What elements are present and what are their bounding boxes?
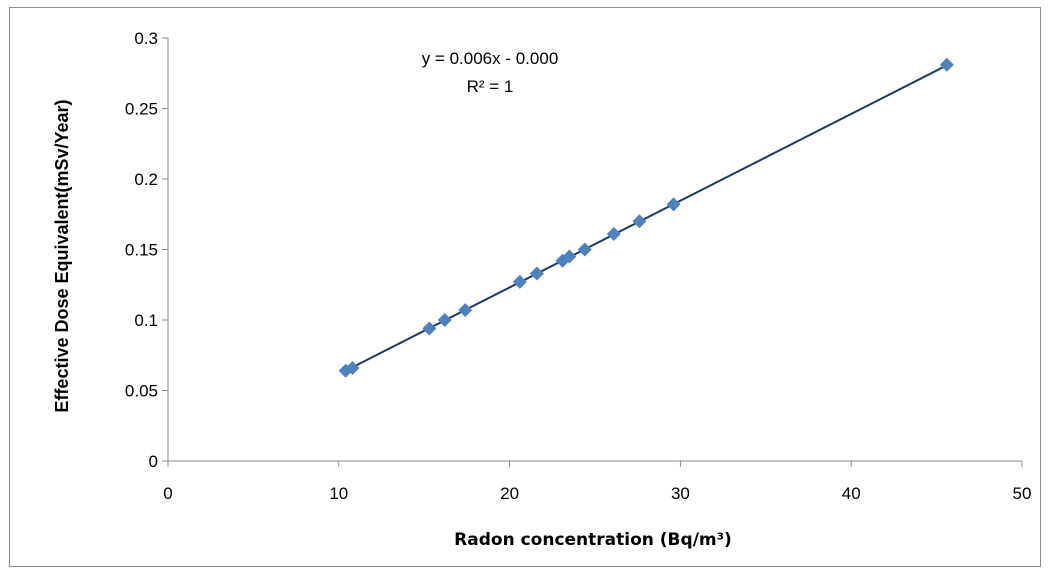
x-tick-label: 30 [671,484,690,503]
data-points [338,57,954,378]
data-point [422,321,437,336]
chart-area: 0 0.05 0.1 0.15 0.2 0.25 0.3 0 10 20 30 40 50 y = 0.… [9,7,1041,567]
data-point [632,214,647,229]
y-tick-label: 0.1 [134,311,158,330]
x-tick-label: 20 [500,484,519,503]
axes [162,37,1023,467]
scatter-chart: 0 0.05 0.1 0.15 0.2 0.25 0.3 0 10 20 30 40 50 y = 0.… [52,29,1032,550]
y-tick-label: 0.25 [125,100,158,119]
trendline [345,64,948,372]
data-point [606,226,621,241]
data-point [577,242,592,257]
data-point [437,313,452,327]
r-squared-label: R² = 1 [467,77,514,96]
y-tick-label: 0.15 [125,241,158,260]
x-axis-title: Radon concentration (Bq/m³) [454,530,732,550]
y-tick-label: 0.05 [125,382,158,401]
data-point [512,274,527,289]
data-point [939,57,954,72]
x-tick-label: 0 [163,484,172,503]
trendline-equation: y = 0.006x - 0.000 [422,49,559,68]
y-tick-label: 0.2 [134,170,158,189]
data-point [529,266,544,281]
data-point [345,360,360,375]
y-tick-label: 0 [149,452,158,471]
y-axis-title: Effective Dose Equivalent(mSv/Year) [52,99,72,412]
x-tick-label: 10 [329,484,348,503]
data-point [666,197,681,212]
trendline-layer [345,64,948,372]
data-point [562,249,577,264]
data-point [458,303,473,318]
x-tick-label: 40 [842,484,861,503]
x-tick-label: 50 [1013,484,1032,503]
y-tick-label: 0.3 [134,29,158,48]
tick-labels: 0 0.05 0.1 0.15 0.2 0.25 0.3 0 10 20 30 40 50 [125,29,1032,503]
